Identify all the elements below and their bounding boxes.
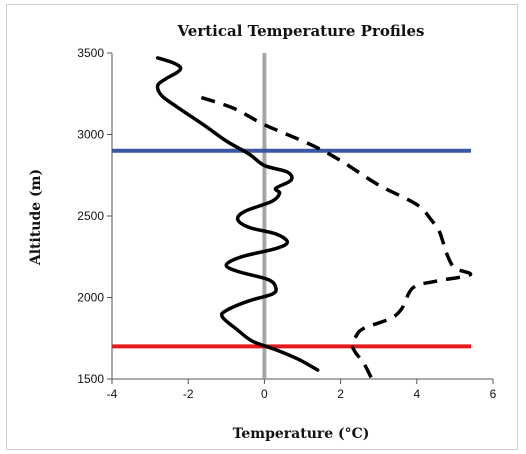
y-axis-title: Altitude (m) xyxy=(28,169,44,266)
y-tick-label: 2500 xyxy=(77,209,104,223)
solid-profile-line xyxy=(155,56,320,372)
x-tick-label: -4 xyxy=(107,387,118,401)
x-tick-label: 0 xyxy=(261,387,268,401)
chart-frame xyxy=(6,4,518,450)
x-tick-label: 6 xyxy=(490,387,497,401)
y-tick-label: 2000 xyxy=(77,291,104,305)
x-tick-label: 4 xyxy=(413,387,420,401)
y-tick-label: 1500 xyxy=(77,372,104,386)
x-tick-label: -2 xyxy=(183,387,194,401)
x-axis-title: Temperature (°C) xyxy=(233,426,370,442)
y-tick-label: 3500 xyxy=(77,46,104,60)
y-tick-label: 3000 xyxy=(77,128,104,142)
dashed-profile-line xyxy=(199,95,473,379)
chart-title: Vertical Temperature Profiles xyxy=(177,22,425,40)
x-tick-label: 2 xyxy=(337,387,344,401)
